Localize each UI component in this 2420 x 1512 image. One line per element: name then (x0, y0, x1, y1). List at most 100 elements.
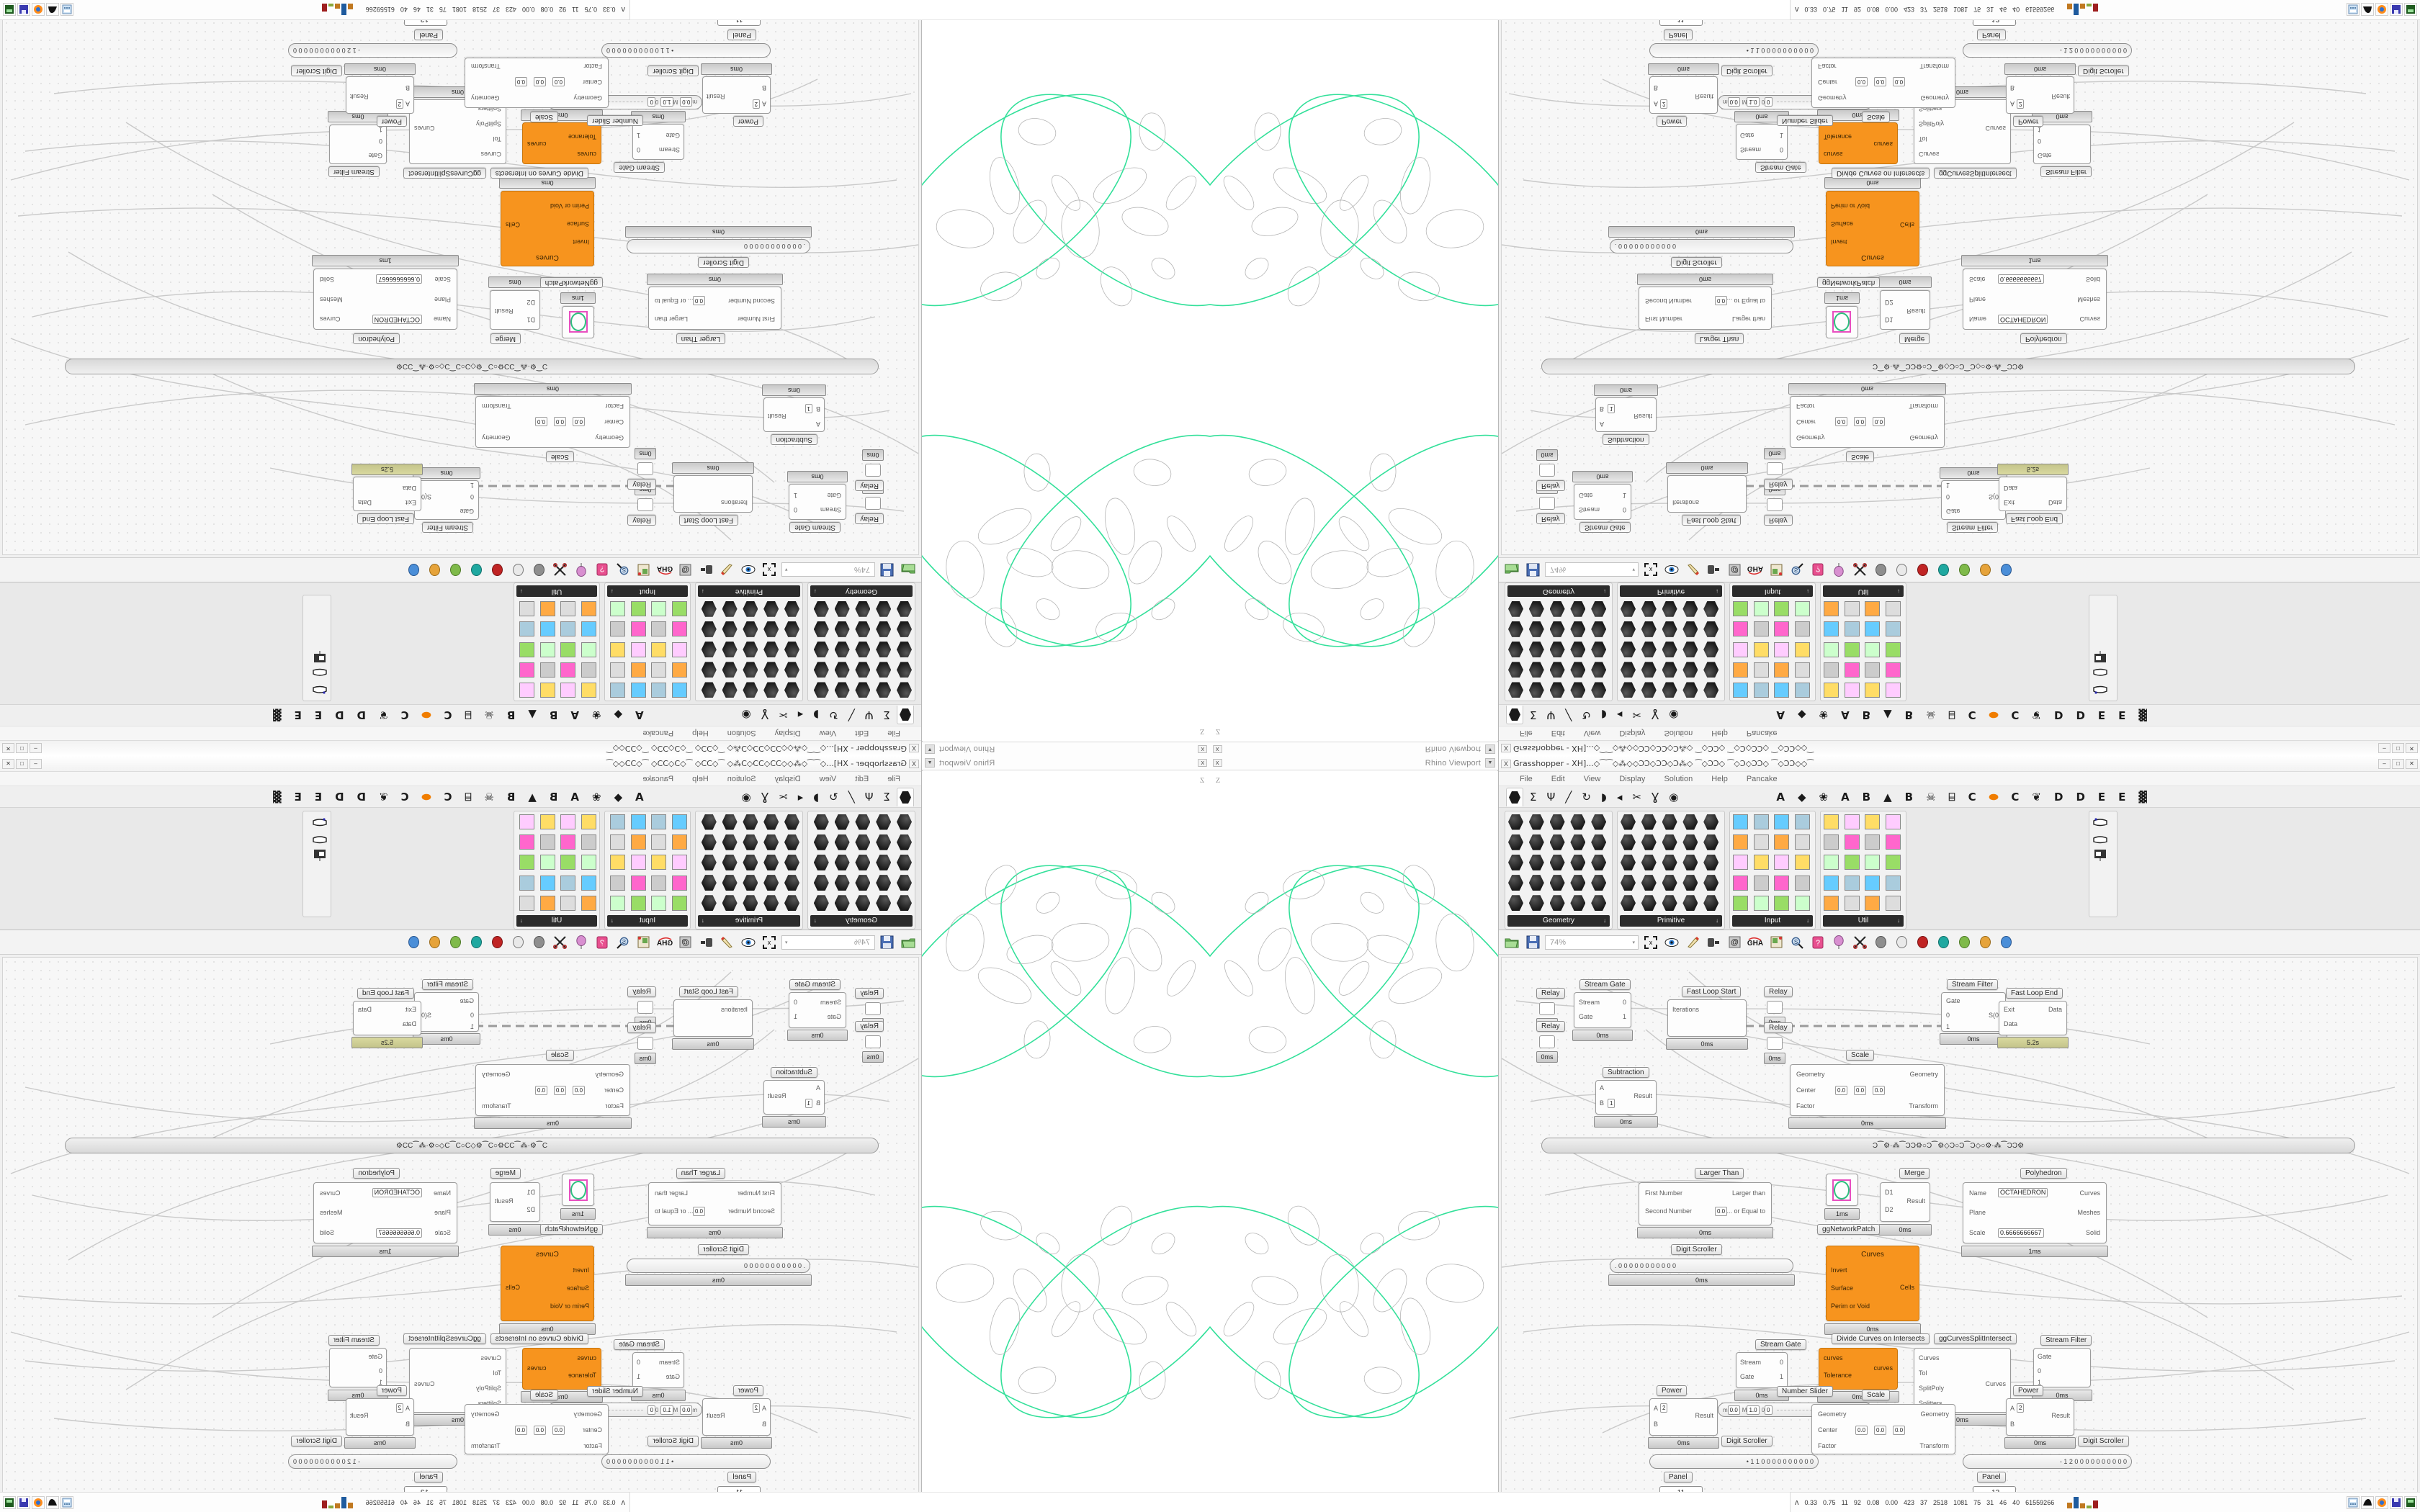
grasshopper-component[interactable] (1826, 1174, 1858, 1206)
ribbon-tab-glyph-3[interactable]: ↻ (1582, 708, 1591, 722)
component-nickname[interactable]: Digit Scroller (2078, 1436, 2129, 1446)
component-port[interactable]: Geometry (1796, 434, 1825, 441)
component-port[interactable]: Factor (583, 1442, 602, 1449)
help-icon[interactable]: ? (593, 562, 611, 579)
ribbon-tab-letter-12[interactable]: ❦ (379, 790, 388, 804)
ribbon-floating-palette[interactable] (2089, 811, 2118, 917)
component-icon[interactable] (722, 682, 738, 698)
component-nickname[interactable]: Power (1657, 116, 1688, 127)
scale-center-y[interactable]: 0.0 (1874, 1426, 1887, 1435)
component-port[interactable]: Center (1796, 1086, 1816, 1094)
component-port[interactable]: B (761, 84, 766, 91)
component-icon[interactable] (1641, 600, 1657, 617)
rhino-3d-canvas[interactable]: Z X (922, 771, 1210, 1512)
os-taskbar[interactable]: ʌ 0.33 0.75 11 92 0.08 0.00 423 37 2518 1081 75 31 46… (0, 0, 1210, 20)
polyhedron-name-value[interactable]: OCTAHEDRON (1998, 315, 2048, 324)
ribbon-tab-letter-4[interactable]: B (549, 708, 558, 722)
component-port[interactable]: 0 (470, 1012, 474, 1019)
grasshopper-component[interactable]: Gate 0 1 S(0) (414, 480, 479, 520)
component-nickname[interactable]: Scale (529, 112, 558, 122)
component-icon[interactable] (581, 814, 597, 830)
component-port[interactable]: Transform (471, 63, 501, 70)
grasshopper-window[interactable]: X Grasshopper - XH]...◇⁀⁀◇⁂◇◇ƆƆ◇ƆƆ◇Ɔ⁂◇ ⁀… (1498, 756, 2420, 1512)
component-icon[interactable] (1703, 834, 1719, 850)
component-icon[interactable] (539, 621, 556, 637)
component-port[interactable]: Gate (460, 997, 474, 1004)
cells-output-port[interactable]: Cells (1899, 1284, 1914, 1291)
component-icon[interactable] (701, 895, 717, 912)
maximize-button[interactable]: □ (2392, 758, 2404, 769)
component-nickname[interactable]: Fast Loop End (2006, 988, 2063, 999)
component-icon[interactable] (1528, 682, 1545, 698)
component-nickname[interactable]: Divide Curves on Intersects (490, 1333, 588, 1344)
component-port[interactable]: Stream (1740, 146, 1762, 153)
component-icon[interactable] (784, 895, 800, 912)
subtraction-b-value[interactable]: 1 (805, 1099, 812, 1108)
component-icon[interactable] (854, 600, 871, 617)
ribbon-tab-letter-8[interactable]: ⌸ (465, 790, 472, 804)
ribbon-tab-letter-13[interactable]: D (2053, 790, 2063, 804)
component-icon[interactable] (896, 875, 913, 891)
component-port[interactable]: Data (2004, 1020, 2018, 1027)
grasshopper-component[interactable]: A B Result 2 (1649, 1398, 1718, 1436)
polyhedron-scale-value[interactable]: 0.6666666667 (1998, 1228, 2044, 1238)
component-nickname[interactable]: ggCurvesSplitIntersect (403, 168, 486, 179)
component-icon[interactable] (763, 895, 779, 912)
grasshopper-component[interactable]: First Number Second Number Larger than... … (648, 287, 781, 330)
component-icon[interactable] (1753, 621, 1770, 637)
component-icon[interactable] (1844, 662, 1860, 678)
grasshopper-component[interactable]: Stream Gate 0 1 (1574, 484, 1631, 520)
component-icon[interactable] (630, 600, 647, 617)
scroll-down-icon[interactable]: ▼ (1485, 758, 1495, 768)
component-icon[interactable] (1773, 642, 1790, 658)
component-icon[interactable] (1703, 600, 1719, 617)
firefox-icon[interactable] (2375, 3, 2388, 17)
component-port[interactable]: Curves (1919, 150, 1940, 158)
component-icon[interactable] (1569, 895, 1586, 912)
sphere-green-icon[interactable] (1955, 934, 1973, 951)
ribbon-tab-glyph-4[interactable]: ◗ (1600, 790, 1607, 804)
relay-nickname[interactable]: Relay (1764, 986, 1793, 997)
ribbon-tab-letter-14[interactable]: D (335, 790, 344, 804)
component-port[interactable]: B (815, 1099, 820, 1107)
ribbon-tab-letter-7[interactable]: ☠ (1926, 790, 1936, 804)
component-icon[interactable] (1823, 642, 1839, 658)
system-menu-icon[interactable]: X (1501, 759, 1512, 768)
component-icon[interactable] (1569, 642, 1586, 658)
component-port[interactable]: B (815, 405, 820, 413)
ribbon-tab-glyph-8[interactable]: ◉ (1669, 790, 1679, 804)
component-port[interactable]: Center (582, 1426, 602, 1434)
component-icon[interactable] (1773, 662, 1790, 678)
component-port[interactable]: 0 (2038, 138, 2042, 145)
profiler-icon[interactable] (698, 562, 715, 579)
slider-dec-value[interactable]: 0 (1765, 97, 1773, 107)
component-icon[interactable] (630, 875, 647, 891)
grasshopper-component[interactable]: Gate 0 1 (2033, 1348, 2091, 1387)
component-port[interactable]: Result (768, 1092, 786, 1099)
component-icon[interactable] (784, 814, 800, 830)
component-icon[interactable] (1823, 600, 1839, 617)
component-icon[interactable] (1590, 834, 1607, 850)
component-port[interactable]: Geometry (595, 1071, 624, 1078)
component-icon[interactable] (581, 834, 597, 850)
component-icon[interactable] (1641, 621, 1657, 637)
component-icon[interactable] (630, 854, 647, 870)
component-nickname[interactable]: Polyhedron (2020, 333, 2067, 344)
component-port[interactable]: Gate (1740, 132, 1754, 139)
component-icon[interactable] (610, 662, 627, 678)
component-port[interactable]: Larger than (1731, 1189, 1765, 1197)
polyhedron-scale-value[interactable]: 0.6666666667 (1998, 274, 2044, 284)
component-nickname[interactable]: Larger Than (1695, 333, 1744, 344)
menu-item-view[interactable]: View (819, 774, 837, 783)
component-icon[interactable] (1620, 621, 1636, 637)
component-icon[interactable] (1682, 621, 1698, 637)
rhino-3d-canvas[interactable]: Z X (1210, 771, 1498, 1512)
component-icon[interactable] (1590, 814, 1607, 830)
scale-center-y[interactable]: 0.0 (1854, 417, 1867, 426)
preview-eye-icon[interactable] (1663, 934, 1680, 951)
component-port[interactable]: Iterations (1672, 1006, 1700, 1013)
goggles-outline-icon[interactable] (312, 830, 328, 847)
component-port[interactable]: Tolerance (1824, 1372, 1852, 1379)
component-port[interactable]: Exit (2004, 1006, 2015, 1013)
component-icon[interactable] (1823, 895, 1839, 912)
